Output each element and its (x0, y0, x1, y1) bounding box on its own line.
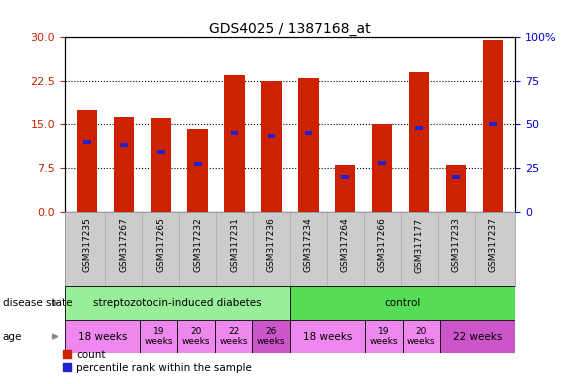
Text: 19
weeks: 19 weeks (144, 327, 173, 346)
Bar (231, 131, 238, 135)
Bar (483, 40, 503, 212)
Bar (150, 118, 171, 212)
Bar (409, 72, 430, 212)
Text: 18 weeks: 18 weeks (303, 331, 352, 342)
Text: GSM317177: GSM317177 (415, 218, 424, 273)
Title: GDS4025 / 1387168_at: GDS4025 / 1387168_at (209, 22, 371, 36)
Bar (120, 143, 128, 147)
Bar (489, 122, 497, 126)
Bar (415, 126, 423, 130)
Bar (114, 117, 134, 212)
Text: disease state: disease state (3, 298, 72, 308)
Text: 19
weeks: 19 weeks (369, 327, 398, 346)
Bar (403, 320, 440, 353)
Text: GSM317264: GSM317264 (341, 218, 350, 272)
Bar (225, 75, 245, 212)
Bar (372, 124, 392, 212)
Bar (365, 320, 403, 353)
Bar (378, 161, 386, 165)
Text: GSM317233: GSM317233 (452, 218, 461, 273)
Bar (252, 320, 290, 353)
Text: control: control (385, 298, 421, 308)
Bar (298, 78, 319, 212)
Bar (452, 175, 460, 179)
Bar (65, 320, 140, 353)
Bar (342, 175, 349, 179)
Bar (446, 165, 466, 212)
Bar (305, 131, 312, 135)
Bar (157, 150, 164, 154)
Text: 20
weeks: 20 weeks (182, 327, 211, 346)
Text: GSM317234: GSM317234 (304, 218, 313, 272)
Bar (65, 286, 290, 320)
Bar (194, 162, 202, 166)
Bar (335, 165, 355, 212)
Text: 26
weeks: 26 weeks (257, 327, 285, 346)
Bar (140, 320, 177, 353)
Bar (83, 140, 91, 144)
Bar (267, 134, 275, 139)
Text: GSM317231: GSM317231 (230, 218, 239, 273)
Bar (177, 320, 215, 353)
Bar (290, 286, 515, 320)
Text: GSM317267: GSM317267 (119, 218, 128, 273)
Bar (290, 320, 365, 353)
Bar (440, 320, 515, 353)
Text: GSM317232: GSM317232 (193, 218, 202, 272)
Text: GSM317265: GSM317265 (156, 218, 165, 273)
Bar (77, 110, 97, 212)
Text: 22
weeks: 22 weeks (220, 327, 248, 346)
Text: age: age (3, 331, 22, 342)
Text: GSM317237: GSM317237 (489, 218, 498, 273)
Text: GSM317235: GSM317235 (82, 218, 91, 273)
Text: streptozotocin-induced diabetes: streptozotocin-induced diabetes (93, 298, 262, 308)
Text: 20
weeks: 20 weeks (407, 327, 436, 346)
Text: GSM317236: GSM317236 (267, 218, 276, 273)
Legend: count, percentile rank within the sample: count, percentile rank within the sample (59, 346, 256, 377)
Text: 18 weeks: 18 weeks (78, 331, 127, 342)
Bar (187, 129, 208, 212)
Bar (261, 81, 282, 212)
Bar (215, 320, 252, 353)
Text: GSM317266: GSM317266 (378, 218, 387, 273)
Text: 22 weeks: 22 weeks (453, 331, 502, 342)
